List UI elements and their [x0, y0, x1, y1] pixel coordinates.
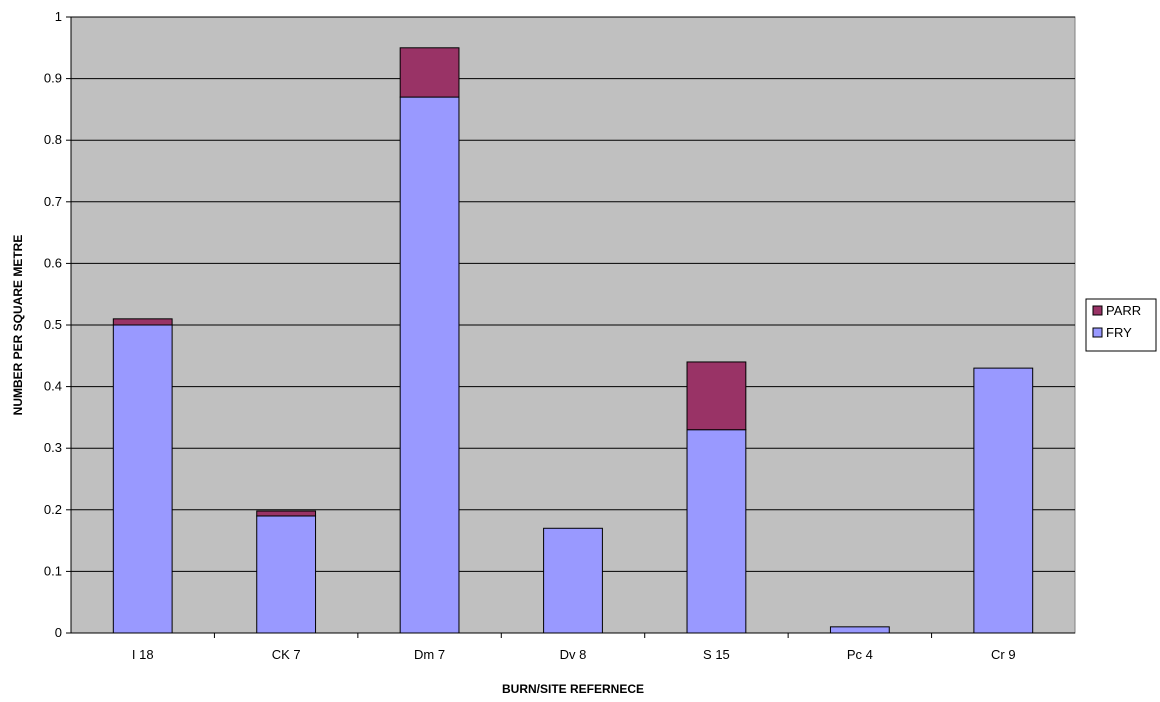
gridlines [71, 16, 1075, 572]
x-tick-label: Cr 9 [991, 647, 1016, 662]
bar-parr-2 [399, 47, 460, 98]
x-tick-label: Dv 8 [560, 647, 587, 662]
y-tick-label: 0.3 [44, 440, 62, 455]
bar-fry-6 [973, 367, 1034, 634]
y-axis-title: NUMBER PER SQUARE METRE [11, 235, 25, 416]
y-tick-label: 0.6 [44, 255, 62, 270]
y-tick-label: 1 [55, 9, 62, 24]
x-tick-label: Pc 4 [847, 647, 873, 662]
x-tick-label: CK 7 [272, 647, 301, 662]
legend-swatch-fry [1092, 327, 1103, 338]
x-tick-label: I 18 [132, 647, 154, 662]
x-tick-labels: I 18 CK 7 Dm 7 Dv 8 S 15 Pc 4 Cr 9 [132, 633, 1016, 662]
x-tick-label: Dm 7 [414, 647, 445, 662]
y-tick-label: 0.8 [44, 132, 62, 147]
y-tick-label: 0.2 [44, 502, 62, 517]
bar-fry-2 [399, 96, 460, 634]
x-axis-title: BURN/SITE REFERNECE [502, 682, 644, 696]
legend-swatch-parr [1092, 305, 1103, 316]
y-tick-label: 0.5 [44, 317, 62, 332]
legend: PARR FRY [1085, 298, 1157, 352]
bar-fry-3 [543, 527, 603, 634]
legend-label-fry: FRY [1106, 325, 1132, 340]
y-tick-label: 0 [55, 625, 62, 640]
bar-fry-4 [686, 429, 747, 634]
y-tick-label: 0.7 [44, 194, 62, 209]
y-tick-labels: 0 0.1 0.2 0.3 0.4 0.5 0.6 0.7 0.8 0.9 1 [44, 9, 71, 640]
y-tick-label: 0.1 [44, 563, 62, 578]
x-tick-label: S 15 [703, 647, 730, 662]
y-tick-label: 0.9 [44, 71, 62, 86]
bar-fry-0 [112, 324, 173, 634]
bar-parr-1 [256, 510, 317, 517]
bars [112, 47, 1034, 634]
bar-fry-1 [256, 515, 317, 634]
bar-parr-0 [112, 318, 173, 326]
legend-label-parr: PARR [1106, 303, 1141, 318]
bar-fry-5 [829, 626, 890, 634]
bar-parr-4 [686, 361, 747, 431]
y-tick-label: 0.4 [44, 379, 62, 394]
